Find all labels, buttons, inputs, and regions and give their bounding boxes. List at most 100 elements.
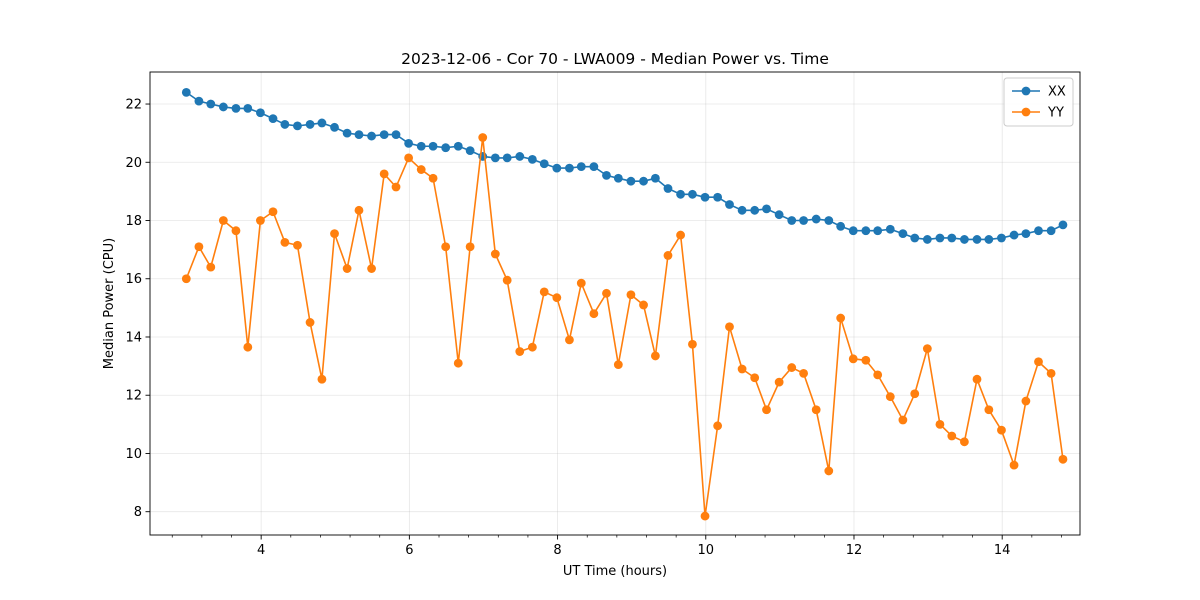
data-point-xx (922, 235, 932, 244)
data-point-xx (824, 216, 834, 225)
series-yy-line (185, 136, 1064, 517)
data-point-yy (1046, 368, 1056, 378)
data-point-yy (391, 182, 401, 192)
data-point-xx (997, 233, 1006, 243)
y-tick-label: 18 (125, 214, 142, 229)
legend-item-yy: YY (1012, 106, 1064, 121)
data-point-yy (602, 288, 611, 298)
data-point-yy (639, 300, 648, 310)
data-point-yy (354, 205, 364, 215)
data-point-yy (676, 230, 685, 240)
y-axis-label: Median Power (CPU) (102, 238, 117, 369)
data-point-yy (613, 360, 623, 370)
data-point-yy (515, 347, 525, 356)
data-point-yy (305, 318, 315, 327)
data-point-xx (1058, 220, 1068, 230)
x-tick-label: 14 (994, 543, 1011, 558)
data-point-yy (737, 364, 747, 374)
data-point-yy (787, 363, 797, 372)
data-point-yy (922, 344, 932, 354)
data-point-yy (1058, 454, 1068, 464)
grid (150, 72, 1080, 535)
data-point-xx (453, 141, 463, 151)
data-point-yy (539, 287, 549, 297)
data-point-yy (231, 226, 241, 236)
data-point-xx (194, 96, 204, 106)
data-point-xx (713, 192, 723, 202)
data-point-xx (811, 214, 821, 224)
data-point-xx (1009, 230, 1019, 240)
data-point-xx (367, 131, 376, 141)
data-point-xx (552, 163, 562, 173)
data-point-xx (527, 154, 537, 164)
y-tick-label: 14 (125, 330, 142, 345)
data-point-yy (626, 290, 636, 300)
data-point-yy (750, 373, 760, 383)
data-point-yy (836, 313, 846, 323)
data-point-xx (416, 141, 426, 151)
legend: XX YY (1003, 77, 1074, 127)
data-point-yy (527, 342, 537, 352)
data-point-xx (305, 120, 315, 129)
legend-marker-yy (1021, 107, 1031, 117)
data-point-xx (330, 122, 339, 132)
data-point-xx (836, 221, 846, 231)
data-point-xx (539, 159, 549, 169)
data-point-yy (873, 370, 883, 380)
data-point-xx (206, 99, 216, 109)
data-point-xx (873, 226, 883, 236)
data-point-yy (848, 354, 858, 364)
data-point-yy (885, 392, 895, 402)
data-point-xx (984, 235, 994, 244)
data-point-xx (910, 233, 920, 243)
data-point-xx (391, 130, 401, 140)
data-point-yy (811, 405, 821, 415)
series-layer (181, 87, 1068, 521)
data-point-yy (589, 309, 599, 319)
y-tick-label: 22 (125, 98, 142, 113)
data-point-xx (947, 233, 957, 243)
data-point-xx (1021, 229, 1031, 239)
data-point-xx (898, 229, 908, 239)
data-point-xx (725, 200, 734, 209)
data-point-xx (181, 87, 191, 97)
data-point-yy (181, 274, 191, 284)
data-point-xx (404, 138, 414, 148)
data-point-xx (972, 235, 982, 244)
data-point-xx (774, 210, 784, 220)
data-point-xx (861, 226, 871, 236)
data-point-yy (725, 322, 734, 332)
data-point-xx (502, 153, 512, 163)
data-point-yy (799, 368, 808, 378)
series-yy (181, 133, 1068, 521)
data-point-yy (379, 169, 389, 179)
legend-item-xx: XX (1012, 85, 1066, 100)
data-point-yy (762, 405, 771, 415)
data-point-yy (972, 374, 982, 384)
data-point-xx (885, 224, 895, 234)
data-point-yy (663, 251, 673, 260)
data-point-xx (799, 216, 808, 225)
data-point-yy (688, 339, 697, 349)
legend-label-xx: XX (1048, 85, 1066, 100)
data-point-xx (848, 226, 858, 236)
data-point-yy (441, 242, 451, 252)
data-point-yy (243, 342, 253, 352)
data-point-xx (342, 128, 352, 138)
legend-label-yy: YY (1047, 106, 1064, 121)
x-tick-label: 4 (257, 543, 265, 558)
data-point-yy (367, 264, 376, 273)
x-tick-label: 12 (846, 543, 863, 558)
data-point-yy (490, 249, 500, 259)
data-point-xx (688, 189, 697, 199)
data-point-xx (280, 120, 290, 129)
data-point-yy (565, 335, 574, 345)
y-tick-label: 8 (134, 505, 142, 520)
data-point-xx (959, 235, 969, 244)
data-point-xx (293, 121, 302, 131)
data-point-yy (997, 425, 1006, 435)
data-point-yy (256, 216, 265, 225)
data-point-xx (787, 216, 797, 225)
chart-title: 2023-12-06 - Cor 70 - LWA009 - Median Po… (401, 50, 829, 68)
